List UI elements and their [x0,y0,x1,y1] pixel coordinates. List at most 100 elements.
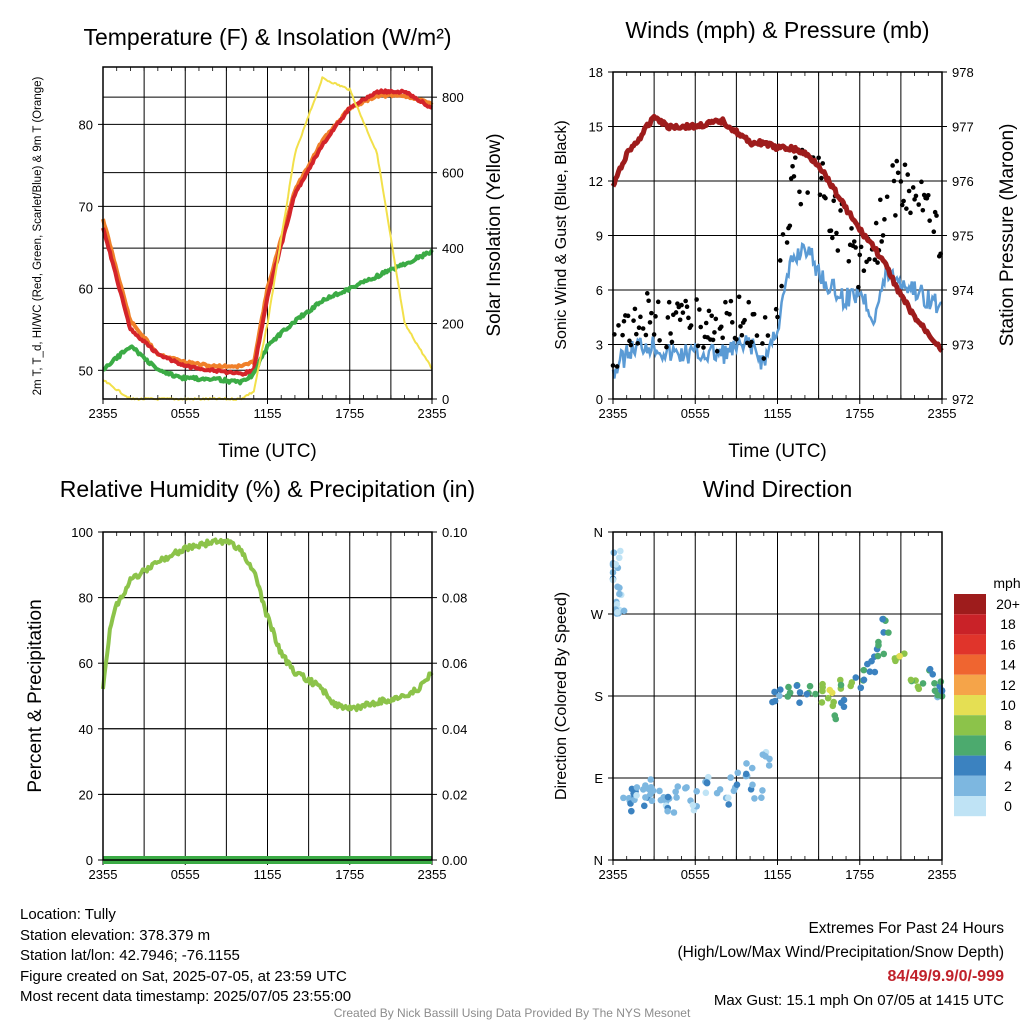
gust-point [805,190,810,195]
direction-point [693,787,700,795]
gust-point [646,298,651,304]
direction-point [786,689,794,697]
y-tick-label: 3 [596,338,603,353]
x-axis-label: Time (UTC) [728,441,827,462]
direction-point [926,665,934,673]
gust-point [640,326,646,331]
gust-point [746,299,752,305]
y2-tick-label: 0.06 [442,656,467,671]
legend-swatch [954,674,986,695]
gust-point [910,185,916,190]
direction-point [689,801,697,809]
gust-point [713,316,719,322]
direction-point [613,601,621,608]
direction-point [929,671,937,678]
gust-point [858,244,864,250]
gust-point [664,344,669,350]
x-tick-label: 2355 [418,867,447,882]
gust-point [694,297,699,302]
legend-swatch [954,755,986,776]
series-line-4 [102,76,433,401]
extremes-title: Extremes For Past 24 Hours [808,920,1004,937]
direction-point [818,699,826,706]
y2-tick-label: 0.10 [442,525,467,540]
gust-point [679,302,684,308]
y2-tick-label: 400 [442,241,464,256]
gust-point [644,291,650,296]
direction-point [683,784,690,791]
gust-point [861,268,867,274]
plot-border [102,531,433,861]
direction-point [892,657,899,665]
gust-point [913,193,919,199]
gust-point [780,232,786,237]
direction-point [640,802,648,810]
y-tick-label: 60 [79,281,93,296]
gust-point [820,161,826,166]
gust-point [919,179,924,185]
gust-point [905,172,911,177]
gust-point [823,195,828,201]
gust-point [742,317,747,323]
gust-point [893,213,898,218]
direction-point [852,674,860,681]
y2-tick-label: 972 [952,392,974,407]
gust-point [634,331,639,337]
gust-point [620,332,625,338]
y-axis-label: Direction (Colored By Speed) [553,592,570,800]
gust-point [831,198,837,204]
max-gust: Max Gust: 15.1 mph On 07/05 at 1415 UTC [713,992,1004,1009]
gust-point [683,298,688,304]
y-tick-label: 80 [79,591,93,606]
y-axis-label: Percent & Precipitation [25,599,46,792]
extremes-values: 84/49/9.9/0/-999 [887,968,1004,985]
gust-point [653,314,658,319]
direction-point [896,652,903,660]
y-tick-label: W [591,607,604,622]
gust-point [621,318,627,324]
direction-point [771,688,778,696]
gust-point [677,317,683,323]
gust-point [901,198,906,204]
y2-tick-label: 0.08 [442,591,467,606]
gust-point [727,311,732,317]
direction-point [633,792,640,799]
direction-point [840,696,848,704]
legend-label: 2 [1004,778,1012,794]
gust-point [684,304,690,310]
credit-line: Created By Nick Bassill Using Data Provi… [333,1006,691,1020]
x-axis-label: Time (UTC) [218,441,317,462]
gust-point [701,345,706,350]
gust-point [856,284,861,290]
direction-point [751,795,758,802]
gust-point [669,339,675,345]
gust-point [698,324,704,330]
gust-point [851,239,857,244]
gust-point [638,314,643,320]
gust-point [655,299,661,305]
direction-point [931,680,938,687]
direction-point [748,764,756,772]
gust-point [739,332,745,338]
direction-point [672,788,679,796]
gust-point [647,320,653,325]
direction-point [703,779,711,786]
x-tick-label: 2355 [928,406,957,421]
direction-point [803,690,811,698]
legend-swatch [954,775,986,796]
gust-point [714,348,720,354]
gust-point [787,223,793,229]
direction-point [612,561,620,568]
gust-point [875,260,880,265]
direction-point [871,668,879,676]
legend-swatch [954,715,986,736]
gust-point [665,315,671,320]
y2-axis-label: Solar Insolation (Yellow) [484,133,505,336]
station-elevation: Station elevation: 378.379 m [20,926,211,944]
gust-point [902,162,908,168]
gust-point [791,174,797,179]
direction-point [848,679,856,686]
direction-point [837,676,844,684]
y-axis-label: Sonic Wind & Gust (Blue, Black) [553,120,570,349]
gust-point [668,331,673,336]
